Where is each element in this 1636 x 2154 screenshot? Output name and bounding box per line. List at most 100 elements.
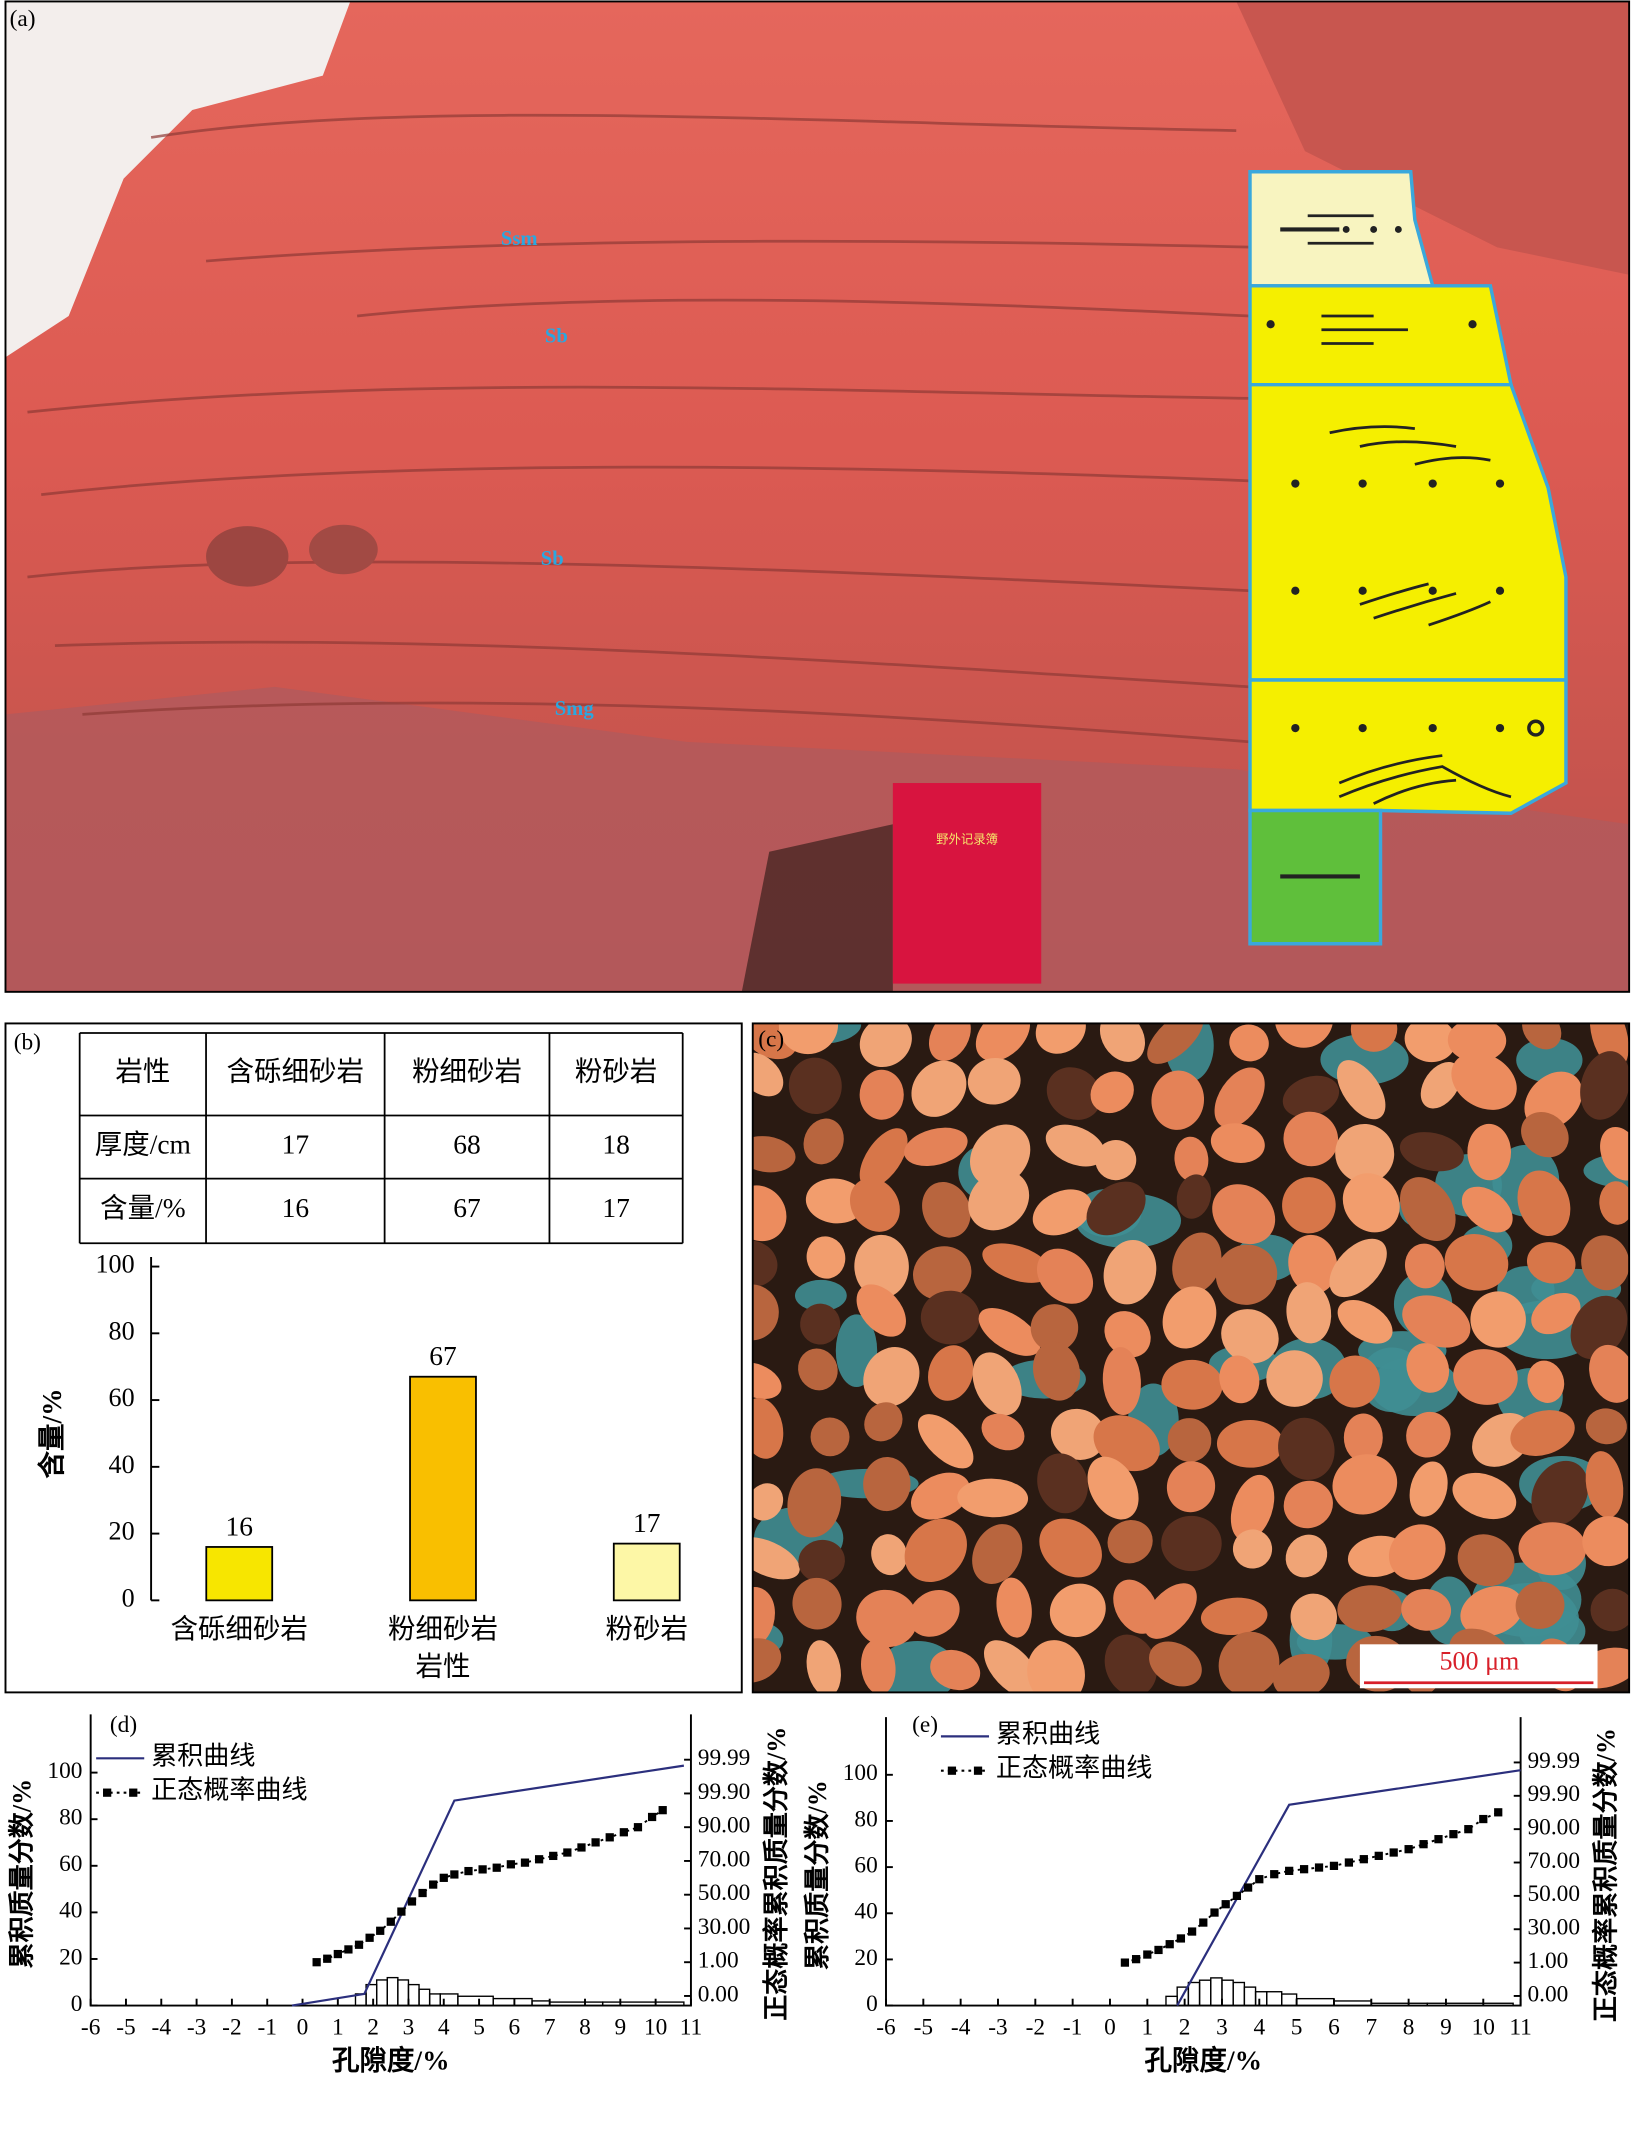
grain: [810, 1417, 850, 1457]
legend-label: 累积曲线: [151, 1741, 255, 1770]
scale-bar-box: [1359, 1644, 1598, 1689]
grain: [1531, 1460, 1589, 1527]
grain: [798, 1348, 838, 1391]
y2-tick-label: 0.00: [698, 1981, 739, 2007]
table-header: 粉砂岩: [575, 1057, 657, 1087]
x-tick-label: -3: [988, 2014, 1007, 2040]
marker: [1176, 1934, 1186, 1943]
grain: [1457, 1534, 1515, 1587]
grain: [930, 1649, 981, 1691]
grain: [1515, 1581, 1565, 1629]
histogram-bar: [428, 1993, 441, 2007]
y2-tick-label: 99.90: [698, 1779, 751, 1805]
rock-upper: [1236, 1, 1630, 275]
grain: [1219, 1355, 1260, 1404]
marker: [506, 1860, 515, 1869]
y2-tick-label: 99.99: [698, 1745, 751, 1771]
y-tick-label: 0: [71, 1991, 83, 2017]
grain: [1050, 1408, 1106, 1460]
grain: [787, 1468, 842, 1538]
grain: [920, 1290, 980, 1345]
grain: [1161, 1515, 1222, 1572]
facies-label: Sb: [541, 548, 564, 570]
y-axis-label: 含量/%: [36, 1388, 67, 1478]
grain: [1451, 1052, 1517, 1110]
y2-tick-label: 0.00: [1527, 1981, 1568, 2007]
grain: [1273, 1653, 1330, 1693]
grain: [752, 1284, 779, 1341]
marker: [1199, 1918, 1208, 1927]
marker: [1243, 1883, 1253, 1892]
legend-marker: [973, 1766, 983, 1775]
x-tick-label: 粉细砂岩: [388, 1614, 498, 1644]
y2-tick-label: 90.00: [698, 1813, 751, 1839]
marker: [534, 1855, 544, 1864]
x-tick-label: 2: [1179, 2014, 1191, 2040]
grain: [1143, 1583, 1197, 1639]
grain: [1589, 1344, 1630, 1403]
histogram-bar: [1210, 1977, 1223, 2007]
y2-axis-label: 正态概率累积质量分数/%: [761, 1727, 791, 2021]
grain: [1215, 1244, 1278, 1305]
marker: [1374, 1851, 1383, 1860]
grain: [856, 1589, 918, 1648]
grain: [1337, 1585, 1403, 1633]
table-cell: 18: [602, 1129, 629, 1159]
grain: [1039, 1518, 1102, 1578]
panel-label: (a): [10, 6, 36, 32]
y-tick-label: 80: [854, 1806, 877, 1832]
bar: [205, 1546, 274, 1602]
histogram-bar: [418, 1988, 431, 2007]
x-tick-label: 10: [1472, 2014, 1495, 2040]
histogram-bar: [1221, 1979, 1234, 2007]
x-tick-label: 10: [644, 2014, 667, 2040]
marker: [386, 1917, 395, 1926]
y2-tick-label: 1.00: [698, 1948, 739, 1974]
panel-label: (d): [110, 1712, 137, 1738]
grain: [1027, 1640, 1085, 1693]
grain: [1218, 1631, 1280, 1693]
y-tick-label: 40: [109, 1450, 135, 1479]
histogram-bar: [1370, 2002, 1428, 2007]
notebook-label: 野外记录簿: [936, 832, 998, 847]
grain: [752, 1397, 784, 1459]
y-tick-label: 0: [122, 1583, 135, 1612]
legend-label: 正态概率曲线: [151, 1776, 307, 1805]
grain: [1527, 1360, 1565, 1403]
grain: [1510, 1410, 1575, 1456]
grain: [854, 1234, 909, 1299]
histogram-bar: [375, 1979, 388, 2007]
grain: [752, 1362, 782, 1400]
marker: [1120, 1958, 1130, 1967]
notebook: [892, 783, 1042, 984]
marker: [647, 1812, 657, 1822]
grain: [752, 1052, 784, 1097]
grain: [1285, 1534, 1328, 1578]
x-tick-label: 11: [1509, 2014, 1531, 2040]
y-tick-label: 20: [109, 1517, 135, 1546]
y-tick-label: 60: [109, 1383, 135, 1412]
x-axis-label: 岩性: [416, 1651, 471, 1681]
x-tick-label: 粉砂岩: [606, 1614, 688, 1644]
rock-base: [5, 686, 1630, 992]
scale-bar-label: 500 μm: [1439, 1647, 1519, 1676]
value-label: 67: [429, 1341, 456, 1371]
grain: [1176, 1174, 1212, 1219]
grain: [803, 1118, 844, 1165]
strat-symbols: [1280, 214, 1545, 879]
grain: [1172, 1232, 1222, 1294]
marker: [1143, 1950, 1152, 1959]
y-axis-label: 累积质量分数/%: [803, 1780, 832, 1970]
marker: [1494, 1808, 1503, 1817]
marker: [1285, 1866, 1294, 1875]
x-tick-label: 1: [1141, 2014, 1153, 2040]
marker: [312, 1958, 321, 1967]
table-cell: 厚度/cm: [95, 1129, 191, 1159]
y2-tick-label: 70.00: [698, 1846, 751, 1872]
histogram-bar: [1266, 1991, 1283, 2007]
y-tick-label: 0: [866, 1991, 878, 2017]
grain: [752, 1586, 775, 1650]
grain: [1404, 1243, 1445, 1289]
grain: [968, 1170, 1030, 1231]
